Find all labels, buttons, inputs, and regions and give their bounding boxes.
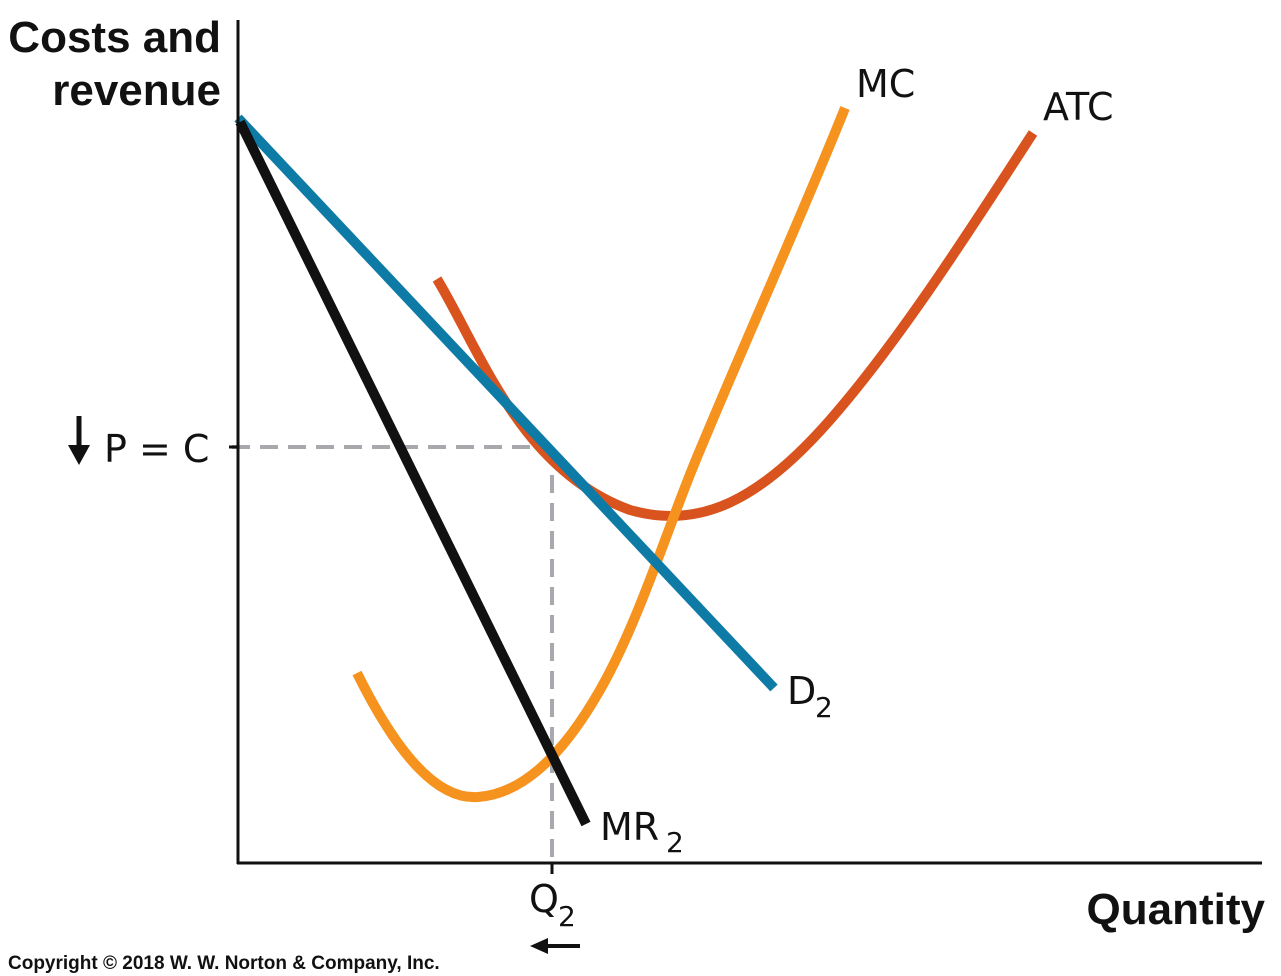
copyright-notice: Copyright © 2018 W. W. Norton & Company,… <box>8 953 440 974</box>
demand-label-subscript: 2 <box>815 691 833 724</box>
atc-curve <box>432 130 1038 521</box>
y-axis-title-line2: revenue <box>52 66 221 115</box>
mc-curve <box>352 106 850 803</box>
price-label: P = C <box>104 427 209 471</box>
y-axis-title-line1: Costs and <box>8 13 221 62</box>
marginal-revenue-curve <box>235 119 591 827</box>
x-axis-title: Quantity <box>1087 885 1266 934</box>
left-arrow-icon <box>530 938 580 954</box>
down-arrow-icon <box>68 416 90 465</box>
marginal-revenue-label-main: MR <box>600 805 659 849</box>
marginal-revenue-label: MR <box>600 805 659 849</box>
mc-label: MC <box>856 62 915 106</box>
demand-label: D <box>787 669 816 713</box>
demand-label-main: D <box>787 669 816 713</box>
marginal-revenue-label-subscript: 2 <box>666 826 684 859</box>
quantity-label-subscript: 2 <box>558 900 576 933</box>
atc-label: ATC <box>1043 85 1114 129</box>
quantity-label: Q <box>529 877 559 921</box>
demand-curve <box>234 114 778 692</box>
